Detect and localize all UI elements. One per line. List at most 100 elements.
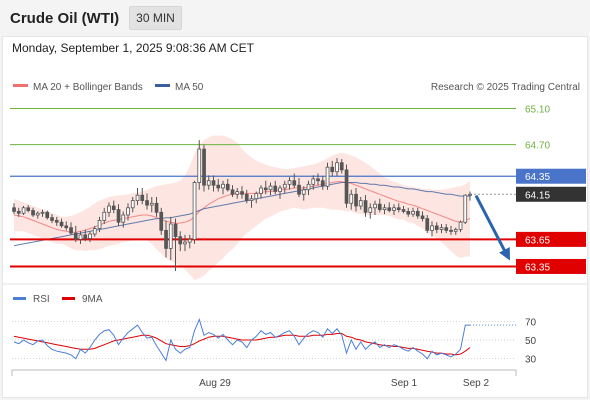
price-level-label-63-65: 63.65 (516, 231, 586, 247)
candle-body (97, 219, 102, 229)
candle (92, 225, 97, 237)
candle (50, 214, 54, 224)
candle-body (458, 221, 463, 230)
rsi-legend-swatch (13, 297, 26, 300)
x-tick-label: Sep 1 (391, 378, 418, 389)
candle (320, 176, 325, 190)
price-level-tag (516, 258, 586, 274)
chart-header: Crude Oil (WTI) 30 MIN (0, 0, 590, 36)
candle-body (282, 183, 287, 189)
candle (216, 178, 221, 192)
candle-body (330, 166, 335, 173)
candle-body (206, 180, 211, 186)
candle-body (26, 207, 31, 211)
candle (401, 206, 406, 214)
candle (335, 158, 339, 177)
ma20-legend-swatch (13, 84, 28, 87)
candle-body (349, 193, 354, 204)
candle-body (21, 207, 26, 214)
candle-body (154, 202, 159, 213)
candle (145, 193, 149, 210)
candle-body (287, 180, 292, 185)
candle-body (16, 210, 21, 214)
candle-body (263, 187, 268, 191)
candle-body (192, 182, 197, 240)
candle (325, 162, 330, 190)
candle-body (292, 180, 297, 186)
candle (349, 189, 354, 210)
candle (449, 225, 453, 235)
candle (306, 180, 311, 196)
candle (354, 187, 358, 212)
candle-body (439, 227, 444, 230)
candle (121, 211, 126, 228)
candle (116, 204, 121, 226)
candle-body (88, 233, 92, 239)
candle-body (316, 178, 320, 182)
rsi-ma-legend-swatch (62, 297, 75, 300)
candle (344, 164, 349, 208)
candle-body (306, 183, 311, 191)
candle (463, 194, 468, 225)
rsi-grid-layer: 70 50 30 (12, 317, 537, 366)
candle-body (240, 191, 244, 195)
candle-body (73, 232, 78, 240)
candle-body (107, 205, 111, 213)
candle (382, 204, 387, 215)
candle-body (45, 211, 50, 219)
rsi-ma-line (13, 333, 471, 356)
candle (244, 189, 249, 204)
price-level-tag (516, 231, 586, 247)
candle (83, 229, 88, 242)
candle-body (130, 200, 135, 209)
candle (59, 218, 64, 228)
candle-body (168, 223, 173, 249)
candle (126, 203, 130, 221)
candle-body (444, 227, 449, 231)
candle (363, 195, 368, 217)
candle-body (430, 225, 434, 231)
candle-body (453, 229, 458, 232)
candle-body (339, 162, 344, 171)
candle-body (54, 219, 59, 223)
candle-body (59, 221, 64, 227)
rsi-tick-label-50: 50 (525, 336, 537, 347)
timeframe-button[interactable]: 30 MIN (129, 6, 182, 30)
candle (21, 206, 26, 216)
candle-body (254, 192, 259, 200)
price-level-layer (10, 108, 516, 268)
candle (54, 216, 59, 226)
candle (221, 180, 225, 195)
candle (311, 175, 316, 190)
candle (430, 221, 434, 237)
candle-body (216, 184, 221, 189)
bollinger-band-layer (14, 135, 470, 280)
candle (192, 180, 197, 244)
candle-body (387, 207, 392, 211)
candle (230, 185, 235, 197)
candle-body (335, 162, 339, 173)
price-level-text: 64.15 (525, 190, 550, 201)
candle-body (197, 148, 202, 183)
candle-body (382, 207, 387, 211)
price-level-tag (516, 186, 586, 202)
price-level-label-64-15: 64.15 (516, 186, 586, 202)
candle (368, 203, 373, 219)
candle-body (116, 209, 121, 223)
candle-body (401, 209, 406, 212)
candle-body (396, 207, 401, 211)
candle (168, 216, 173, 261)
candle (259, 185, 263, 199)
candle-body (268, 185, 273, 191)
candle (187, 234, 192, 249)
candle (282, 180, 287, 194)
ma50-legend-swatch (155, 84, 170, 87)
candle-body (31, 210, 35, 216)
x-tick-layer: Aug 29 Sep 1 Sep 2 (11, 370, 517, 389)
candle-body (434, 225, 439, 230)
candle (97, 216, 102, 233)
candle-body (83, 234, 88, 239)
rsi-line (13, 318, 470, 362)
candle (377, 198, 382, 213)
